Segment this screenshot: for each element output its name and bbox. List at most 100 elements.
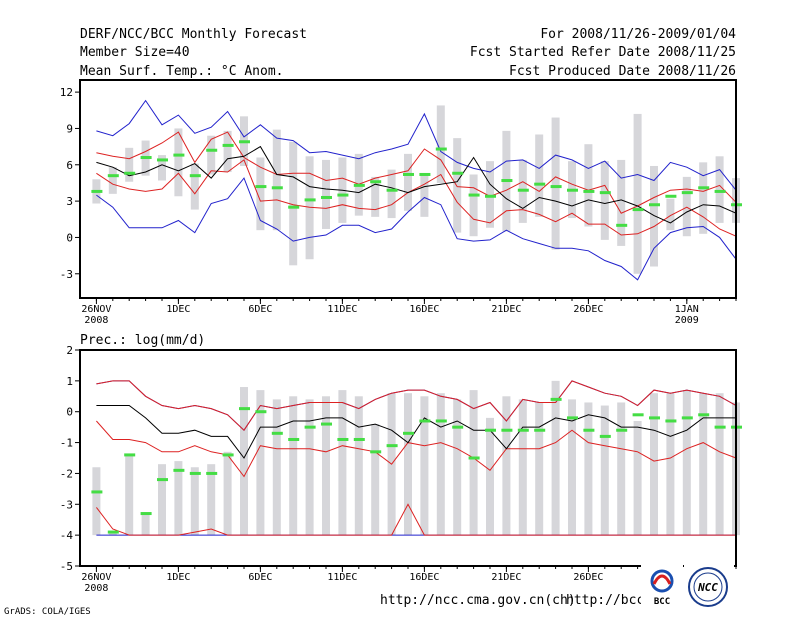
temperature-median-mark-4	[140, 156, 152, 160]
precipitation-median-mark-3	[124, 453, 136, 457]
temperature-median-mark-27	[517, 188, 529, 192]
precipitation-range-bar-24	[469, 390, 478, 536]
temperature-range-bar-28	[535, 134, 544, 217]
precipitation-median-mark-17	[353, 437, 365, 441]
precipitation-range-bar-10	[240, 387, 248, 536]
temperature-median-mark-25	[485, 194, 496, 198]
temperature-median-mark-34	[632, 208, 644, 212]
precipitation-ytick-label-7: -5	[60, 560, 73, 573]
temperature-median-mark-31	[583, 189, 595, 193]
precipitation-median-mark-31	[583, 428, 595, 432]
precipitation-median-mark-16	[337, 437, 349, 441]
temperature-xtick-label-5: 21DEC	[491, 304, 521, 315]
temperature-range-bar-23	[453, 138, 462, 233]
temperature-median-mark-19	[386, 188, 398, 192]
temperature-range-bar-12	[272, 129, 281, 231]
temperature-median-mark-24	[468, 193, 480, 197]
temperature-median-mark-15	[321, 195, 332, 199]
figure-title: DERF/NCC/BCC Monthly Forecast	[80, 27, 307, 42]
precipitation-ytick-label-6: -4	[60, 529, 74, 542]
refer-date-label: Fcst Started Refer Date 2008/11/25	[470, 45, 736, 60]
temperature-range-bar-31	[584, 144, 593, 227]
temperature-ytick-label-2: 6	[66, 159, 73, 172]
temperature-range-bar-14	[305, 156, 314, 260]
precipitation-range-bar-28	[535, 402, 544, 536]
precipitation-range-bar-32	[600, 405, 609, 536]
temperature-median-mark-2	[107, 174, 119, 178]
temperature-median-mark-29	[550, 185, 562, 189]
temperature-range-bar-11	[256, 157, 265, 231]
temperature-median-mark-22	[435, 147, 447, 151]
precipitation-median-mark-29	[550, 397, 562, 401]
temperature-range-bar-15	[322, 159, 330, 229]
precipitation-ytick-label-4: -2	[60, 467, 73, 480]
precipitation-range-bar-29	[551, 380, 560, 536]
precipitation-range-bar-6	[174, 461, 183, 536]
ncc-url-link[interactable]: http://ncc.cma.gov.cn(ch)	[380, 593, 576, 608]
precipitation-median-mark-28	[534, 428, 546, 432]
bcc-logo-text: BCC	[654, 597, 670, 607]
precipitation-range-bar-25	[486, 417, 494, 536]
temperature-range-bar-13	[289, 141, 298, 266]
temperature-median-mark-8	[206, 148, 218, 152]
temperature-median-mark-18	[370, 180, 382, 184]
precipitation-median-mark-1	[91, 490, 103, 494]
temperature-range-bar-25	[486, 161, 494, 228]
precipitation-range-bar-30	[568, 399, 576, 536]
precipitation-median-mark-37	[681, 416, 693, 420]
temperature-min-line	[96, 177, 737, 281]
temperature-mean-line	[96, 145, 737, 224]
precipitation-median-mark-38	[698, 413, 710, 417]
precipitation-median-mark-39	[714, 425, 726, 429]
precipitation-median-mark-2	[107, 530, 119, 534]
precipitation-range-bar-17	[354, 396, 363, 536]
temperature-xtick-label-0: 26NOV	[81, 304, 111, 315]
precipitation-median-mark-7	[189, 471, 201, 475]
precipitation-median-mark-35	[649, 416, 660, 420]
temperature-range-bar-38	[699, 162, 708, 234]
temperature-median-mark-1	[91, 189, 103, 193]
precipitation-median-mark-20	[403, 431, 414, 435]
temperature-median-mark-16	[337, 193, 349, 197]
bcc-logo: BCC	[641, 565, 683, 609]
temperature-range-bar-8	[207, 135, 216, 175]
temperature-range-bar-9	[223, 130, 232, 173]
precipitation-median-mark-36	[665, 419, 677, 423]
temperature-ytick-label-1: 9	[66, 122, 73, 135]
temperature-range-bar-5	[158, 155, 166, 181]
precipitation-range-bar-14	[305, 399, 314, 536]
precipitation-median-mark-15	[321, 422, 332, 426]
temperature-range-bar-37	[682, 176, 691, 237]
temperature-median-mark-13	[288, 205, 300, 209]
temperature-range-bar-21	[420, 173, 429, 217]
temperature-median-mark-35	[649, 203, 660, 207]
precipitation-xtick-label-6: 26DEC	[573, 572, 603, 583]
precipitation-median-mark-25	[485, 428, 496, 432]
precipitation-median-mark-19	[386, 444, 398, 448]
temperature-range-bar-36	[666, 198, 675, 231]
temperature-range-bar-39	[715, 156, 724, 223]
precipitation-median-mark-26	[501, 428, 513, 432]
precipitation-range-bar-22	[436, 393, 445, 536]
precipitation-range-bar-34	[633, 420, 642, 536]
precipitation-ytick-label-2: 0	[66, 406, 73, 419]
temperature-lower-sd-line	[96, 159, 737, 237]
precipitation-range-bar-27	[518, 399, 527, 536]
temperature-median-mark-36	[665, 194, 677, 198]
temperature-range-bar-24	[469, 174, 478, 237]
produced-date-label: Fcst Produced Date 2008/11/26	[509, 64, 736, 79]
precipitation-range-bar-33	[617, 402, 626, 536]
precipitation-lower-red-line	[96, 503, 736, 536]
temperature-median-mark-26	[501, 179, 513, 183]
precipitation-median-mark-11	[255, 410, 267, 414]
temperature-median-mark-20	[403, 172, 414, 176]
precipitation-range-bar-15	[322, 396, 330, 536]
temperature-range-bar-33	[617, 159, 626, 246]
precipitation-ytick-label-0: 2	[66, 344, 73, 357]
temperature-median-mark-21	[419, 172, 431, 176]
precipitation-median-mark-34	[632, 413, 644, 417]
bcc-url-link[interactable]: http://bcc.c	[566, 593, 660, 608]
precipitation-median-mark-22	[435, 419, 447, 423]
